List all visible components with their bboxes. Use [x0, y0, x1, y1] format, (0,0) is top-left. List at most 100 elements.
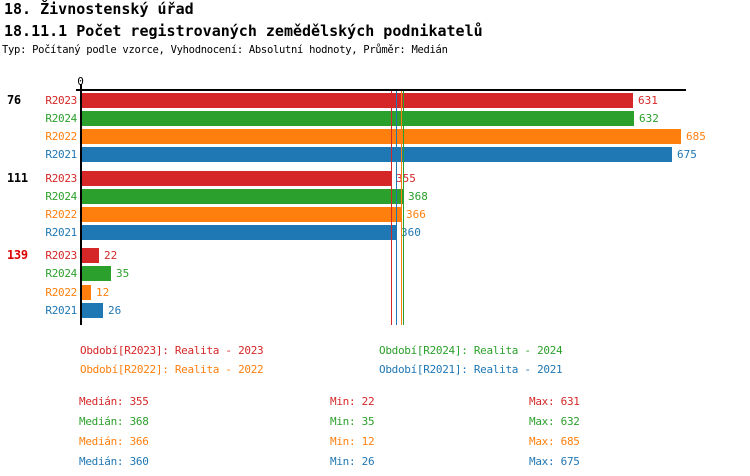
bar-value-label: 632	[639, 112, 659, 125]
stat-min-r2024: Min: 35	[330, 415, 375, 428]
legend-item-r2024: Období[R2024]: Realita - 2024	[379, 344, 563, 357]
bar-row: R2024 35	[0, 266, 750, 281]
bar-row-label: R2022	[45, 130, 77, 143]
bar-row: R2024 632	[0, 111, 750, 126]
bar-row-label: R2024	[45, 112, 77, 125]
stat-median-r2021: Medián: 360	[79, 455, 149, 468]
bar-value-label: 368	[408, 190, 428, 203]
bar-value-label: 35	[116, 267, 130, 280]
bar-row-label: R2021	[45, 148, 77, 161]
page-title: 18. Živnostenský úřad	[4, 0, 194, 18]
bar-139-r2024	[80, 266, 111, 281]
bar-76-r2021	[80, 147, 672, 162]
median-line-r2023	[391, 90, 392, 325]
bar-row: R2022 366	[0, 207, 750, 222]
bar-row-label: R2024	[45, 267, 77, 280]
bar-76-r2023	[80, 93, 633, 108]
x-axis-zero-tick-label: 0	[77, 75, 84, 88]
stat-value: 12	[361, 435, 375, 448]
stat-median-r2022: Medián: 366	[79, 435, 149, 448]
bar-row: R2021 675	[0, 147, 750, 162]
median-line-r2022	[401, 90, 402, 325]
stat-label: Max:	[529, 455, 555, 468]
bar-111-r2022	[80, 207, 401, 222]
stat-min-r2021: Min: 26	[330, 455, 375, 468]
bar-row: R2021 360	[0, 225, 750, 240]
stat-label: Medián:	[79, 435, 124, 448]
bar-111-r2021	[80, 225, 396, 240]
legend-item-r2022: Období[R2022]: Realita - 2022	[80, 363, 264, 376]
stat-value: 675	[560, 455, 580, 468]
stat-max-r2021: Max: 675	[529, 455, 580, 468]
stat-label: Max:	[529, 435, 555, 448]
bar-row-label: R2022	[45, 286, 77, 299]
bar-row: R2023 355	[0, 171, 750, 186]
bar-139-r2021	[80, 303, 103, 318]
stat-label: Min:	[330, 415, 356, 428]
bar-76-r2022	[80, 129, 681, 144]
stat-value: 35	[361, 415, 375, 428]
bar-row-label: R2023	[45, 249, 77, 262]
stat-value: 360	[129, 455, 149, 468]
bar-value-label: 12	[96, 286, 110, 299]
stat-value: 26	[361, 455, 375, 468]
stat-label: Min:	[330, 435, 356, 448]
stat-max-r2022: Max: 685	[529, 435, 580, 448]
bar-row-label: R2022	[45, 208, 77, 221]
stat-value: 632	[560, 415, 580, 428]
stat-value: 22	[361, 395, 375, 408]
legend-item-r2021: Období[R2021]: Realita - 2021	[379, 363, 563, 376]
stat-value: 631	[560, 395, 580, 408]
chart-title: 18.11.1 Počet registrovaných zemědělskýc…	[4, 22, 483, 40]
group-label-139: 139	[7, 248, 28, 262]
bar-row: R2023 631	[0, 93, 750, 108]
stat-value: 368	[129, 415, 149, 428]
stat-label: Max:	[529, 415, 555, 428]
stat-label: Min:	[330, 455, 356, 468]
median-line-r2021	[396, 90, 397, 325]
bar-value-label: 631	[638, 94, 658, 107]
bar-row-label: R2021	[45, 304, 77, 317]
bar-row: R2021 26	[0, 303, 750, 318]
stat-min-r2022: Min: 12	[330, 435, 375, 448]
bar-row-label: R2023	[45, 94, 77, 107]
stat-median-r2024: Medián: 368	[79, 415, 149, 428]
bar-139-r2023	[80, 248, 99, 263]
stat-label: Min:	[330, 395, 356, 408]
bar-row-label: R2023	[45, 172, 77, 185]
bar-row: R2024 368	[0, 189, 750, 204]
stat-label: Medián:	[79, 395, 124, 408]
stat-median-r2023: Medián: 355	[79, 395, 149, 408]
stat-value: 355	[129, 395, 149, 408]
stat-min-r2023: Min: 22	[330, 395, 375, 408]
bar-row-label: R2024	[45, 190, 77, 203]
bar-111-r2023	[80, 171, 391, 186]
stat-value: 366	[129, 435, 149, 448]
stat-value: 685	[560, 435, 580, 448]
bar-value-label: 360	[401, 226, 421, 239]
x-axis-line	[76, 89, 686, 91]
bar-chart: 0 76 111 139 R2023 631 R2024 632 R2022 6…	[0, 75, 750, 325]
bar-row: R2023 22	[0, 248, 750, 263]
group-label-76: 76	[7, 93, 21, 107]
stat-max-r2024: Max: 632	[529, 415, 580, 428]
bar-value-label: 22	[104, 249, 118, 262]
bar-111-r2024	[80, 189, 403, 204]
y-axis-line	[80, 89, 82, 325]
stat-label: Medián:	[79, 455, 124, 468]
bar-76-r2024	[80, 111, 634, 126]
stat-label: Max:	[529, 395, 555, 408]
bar-row: R2022 685	[0, 129, 750, 144]
bar-value-label: 26	[108, 304, 122, 317]
group-label-111: 111	[7, 171, 28, 185]
chart-meta-line: Typ: Počítaný podle vzorce, Vyhodnocení:…	[2, 44, 448, 56]
bar-139-r2022	[80, 285, 91, 300]
bar-value-label: 675	[677, 148, 697, 161]
legend-item-r2023: Období[R2023]: Realita - 2023	[80, 344, 264, 357]
bar-row-label: R2021	[45, 226, 77, 239]
x-axis-zero-tick	[80, 84, 82, 90]
stat-label: Medián:	[79, 415, 124, 428]
median-line-r2024	[403, 90, 404, 325]
bar-row: R2022 12	[0, 285, 750, 300]
